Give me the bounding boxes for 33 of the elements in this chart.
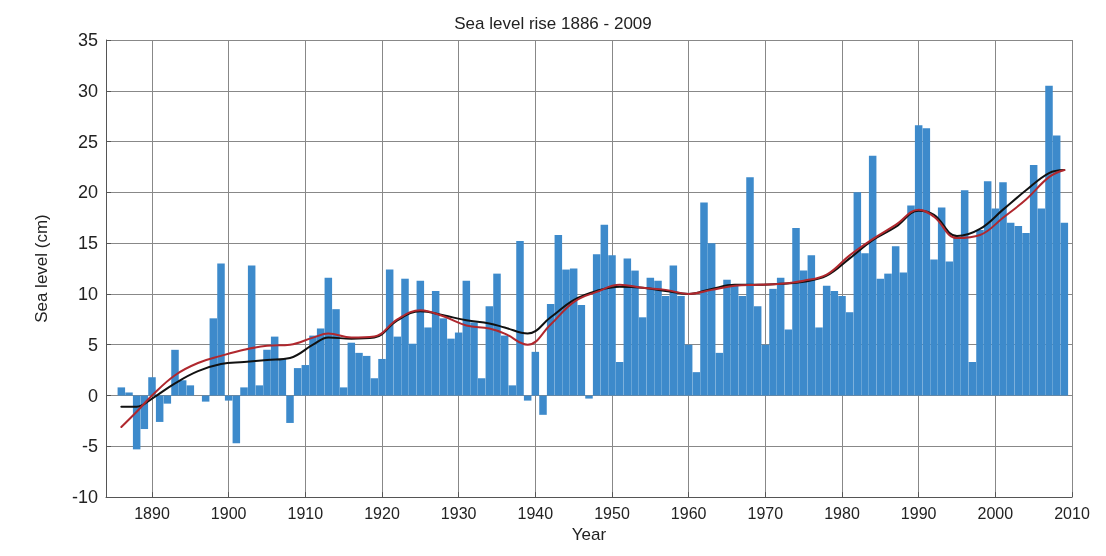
x-tick-label: 2000 [977,504,1014,522]
x-tick-label: 1940 [517,504,554,522]
bar [585,395,593,399]
bar [539,395,547,415]
y-tick-label: 15 [77,233,98,254]
y-tick-label: 0 [87,385,98,406]
x-tick-label: 1970 [747,504,784,522]
x-tick-label: 1910 [287,504,324,522]
x-tick-label: 1930 [440,504,477,522]
x-tick-label: 1960 [670,504,707,522]
y-tick-label: 30 [77,80,98,101]
x-axis-title: Year [571,525,607,544]
x-tick-label: 2010 [1054,504,1090,522]
y-tick-label: -5 [81,436,98,457]
bar [531,351,540,396]
x-tick-label: 1890 [134,504,170,522]
y-tick-label: 5 [87,334,98,355]
y-tick-label: 20 [77,182,98,203]
x-tick-label: 1980 [824,504,860,522]
x-tick-label: 1950 [594,504,630,522]
bar [286,395,294,423]
bar [523,395,532,401]
x-tick-label: 1920 [364,504,400,522]
bar [148,377,156,396]
y-tick-label: -10 [71,487,98,508]
y-tick-label: 35 [77,30,98,50]
y-tick-label: 10 [77,283,98,304]
chart-title: Sea level rise 1886 - 2009 [454,14,652,33]
y-axis-title: Sea level (cm) [32,214,51,323]
bar [201,395,210,402]
y-tick-label: 25 [77,131,98,152]
x-tick-label: 1990 [900,504,937,522]
x-tick-label: 1900 [210,504,247,522]
